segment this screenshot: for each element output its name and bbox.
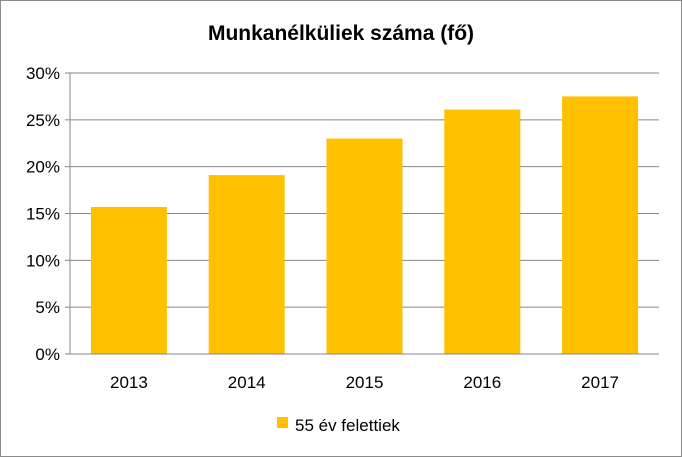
bar-2017: [562, 96, 639, 355]
chart-title: Munkanélküliek száma (fő): [208, 22, 474, 45]
y-tick-label: 5%: [35, 298, 60, 317]
bar-2013: [90, 206, 167, 354]
y-tick-label: 20%: [26, 158, 60, 177]
x-tick-label: 2014: [228, 373, 266, 392]
bar-2014: [208, 175, 285, 354]
bars: [90, 96, 639, 355]
x-tick-label: 2013: [110, 373, 148, 392]
x-tick-label: 2016: [463, 373, 501, 392]
y-tick-label: 30%: [26, 64, 60, 83]
y-tick-label: 25%: [26, 111, 60, 130]
x-tick-label: 2015: [346, 373, 384, 392]
bar-2016: [444, 109, 521, 354]
legend-swatch: [277, 417, 288, 428]
axes: 0% 5% 10% 15% 20% 25% 30% 2013 2014 2015 2016 2017: [26, 64, 659, 392]
x-tick-label: 2017: [581, 373, 619, 392]
y-tick-label: 0%: [35, 345, 60, 364]
y-tick-label: 15%: [26, 205, 60, 224]
y-tick-label: 10%: [26, 251, 60, 270]
legend: 55 év felettiek: [277, 416, 400, 435]
legend-label: 55 év felettiek: [295, 416, 400, 435]
bar-2015: [326, 138, 403, 354]
